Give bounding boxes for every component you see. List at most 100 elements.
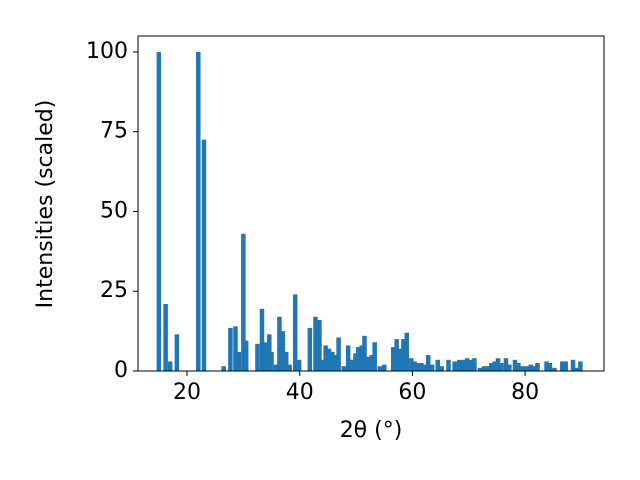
bar [326, 348, 332, 371]
bar [320, 359, 325, 371]
bar [163, 304, 168, 371]
bar [499, 363, 504, 371]
bar [415, 363, 421, 371]
bar [236, 351, 242, 371]
bar [372, 342, 377, 371]
bar [196, 51, 201, 371]
bar [412, 361, 417, 371]
bar [456, 359, 462, 371]
bar [404, 332, 410, 371]
bar [464, 358, 470, 371]
bar [369, 355, 375, 371]
bar [280, 331, 286, 371]
bar [397, 348, 403, 371]
bar [560, 361, 565, 371]
bar [243, 340, 249, 371]
bar [313, 316, 318, 371]
bar [391, 347, 396, 371]
bar [296, 359, 302, 371]
y-axis-label: Intensities (scaled) [33, 100, 58, 309]
x-tick-label: 60 [398, 380, 426, 405]
bar [468, 359, 474, 371]
bar [359, 345, 364, 371]
bar [516, 363, 521, 371]
bar [269, 351, 274, 371]
x-tick-label: 20 [173, 380, 201, 405]
bar [317, 319, 322, 371]
bar [452, 361, 457, 371]
bar [552, 367, 557, 371]
bar [156, 51, 162, 371]
bar [578, 361, 583, 371]
bar [570, 359, 576, 371]
bar [492, 361, 497, 371]
bar [523, 366, 529, 371]
x-tick-label: 80 [511, 380, 539, 405]
bar [409, 358, 414, 371]
bar [446, 359, 451, 371]
bar [345, 345, 351, 371]
bar [336, 337, 341, 371]
x-axis-label: 2θ (°) [340, 418, 403, 443]
bar [263, 342, 269, 371]
bar [425, 355, 431, 371]
bar [528, 364, 534, 371]
bar [472, 358, 477, 371]
bar [429, 364, 435, 371]
bar [381, 364, 387, 371]
bar [341, 366, 346, 371]
bar [485, 366, 490, 371]
bar [167, 361, 173, 371]
bar [563, 361, 568, 371]
bar [353, 353, 358, 371]
bar [489, 363, 494, 371]
bar [323, 345, 328, 371]
bar [332, 355, 338, 371]
y-tick-label: 100 [86, 39, 128, 64]
bar [422, 364, 428, 371]
bar [495, 358, 501, 371]
bar [435, 359, 441, 371]
bar [255, 343, 260, 371]
bar [277, 316, 282, 371]
y-tick-label: 0 [114, 358, 128, 383]
plot-frame [137, 35, 605, 372]
y-tick-label: 75 [100, 119, 128, 144]
bar [241, 233, 246, 371]
bar [481, 366, 487, 371]
bar [174, 334, 180, 371]
bar [233, 326, 238, 371]
bar [503, 358, 509, 371]
bar [574, 367, 580, 371]
bar [292, 294, 298, 371]
bar [520, 366, 525, 371]
bar [273, 364, 279, 371]
bar [356, 347, 361, 371]
bar [535, 363, 540, 371]
bar [259, 308, 265, 371]
y-tick-label: 25 [100, 278, 128, 303]
bar [419, 363, 424, 371]
bar [460, 359, 466, 371]
bar [221, 366, 226, 371]
bar [201, 139, 207, 371]
bar [366, 356, 371, 371]
bar [287, 364, 292, 371]
bar [362, 335, 367, 371]
bar [507, 364, 512, 371]
bar [307, 327, 313, 371]
bar [531, 366, 537, 371]
bar [544, 361, 549, 371]
bar [477, 367, 483, 371]
bar [394, 339, 399, 371]
x-tick-label: 40 [286, 380, 314, 405]
y-tick-label: 50 [100, 198, 128, 223]
bar [349, 359, 355, 371]
bar [401, 339, 406, 371]
bar [512, 359, 518, 371]
bar [377, 366, 382, 371]
bar [283, 351, 289, 371]
bar [330, 351, 335, 371]
bar [547, 363, 553, 371]
